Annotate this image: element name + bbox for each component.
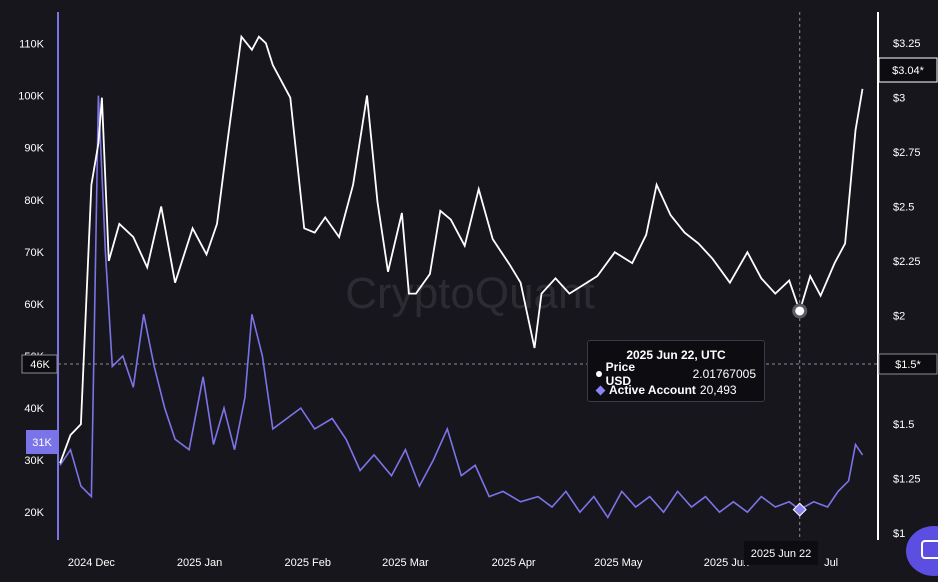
- chat-icon: [921, 540, 938, 559]
- left-axis-tick: 110K: [19, 39, 45, 51]
- right-axis-tick: $1.25: [893, 474, 921, 486]
- left-axis-tick: 20K: [24, 507, 44, 519]
- x-axis-tick: 2025 Feb: [284, 557, 330, 569]
- price-usd-line: [59, 34, 864, 464]
- right-axis-tick: $3: [893, 93, 905, 105]
- tooltip-row-price: Price USD 2.01767005: [596, 360, 756, 388]
- x-axis-tick: 2025 Mar: [382, 557, 429, 569]
- x-axis-tick: 2025 Apr: [492, 557, 536, 569]
- left-axis-tick: 30K: [24, 455, 44, 467]
- account-last-label: 31K: [32, 437, 52, 449]
- x-axis-tick: 2025 Jan: [177, 557, 222, 569]
- price-last-label: $3.04*: [892, 65, 925, 77]
- tooltip-row-account: Active Account 20,493: [595, 382, 756, 398]
- right-axis-tick: $1: [893, 528, 905, 540]
- right-axis-tick: $2.25: [893, 256, 921, 268]
- left-axis-tick: 100K: [18, 91, 44, 103]
- tooltip-value: 2.01767005: [692, 367, 756, 381]
- active-account-line: [59, 95, 864, 519]
- crosshair-date-label: 2025 Jun 22: [751, 548, 812, 560]
- watermark: CryptoQuant: [345, 269, 594, 318]
- price-marker: [792, 303, 808, 319]
- x-axis-tick: Jul: [824, 557, 838, 569]
- crosshair-left-label: 46K: [30, 359, 50, 371]
- account-diamond-icon: [595, 385, 606, 395]
- left-axis-tick: 80K: [24, 195, 44, 207]
- right-axis-tick: $2.5: [893, 201, 914, 213]
- right-axis-tick: $2: [893, 310, 905, 322]
- left-axis-tick: 90K: [24, 143, 44, 155]
- x-axis-tick: 2025 May: [594, 557, 643, 569]
- tooltip-value: 20,493: [699, 383, 737, 397]
- price-dot-icon: [596, 371, 602, 377]
- tooltip-label: Price USD: [605, 360, 636, 388]
- tooltip: 2025 Jun 22, UTC Price USD 2.01767005 Ac…: [587, 340, 765, 402]
- account-marker: [792, 502, 807, 517]
- tooltip-title: 2025 Jun 22, UTC: [626, 348, 726, 362]
- crosshair-right-label: $1.5*: [895, 359, 921, 371]
- right-axis-tick: $3.25: [893, 38, 921, 50]
- x-axis-tick: 2024 Dec: [68, 557, 116, 569]
- left-axis-tick: 70K: [24, 247, 44, 259]
- right-axis-tick: $1.5: [893, 419, 914, 431]
- tooltip-label: Active Account: [609, 383, 696, 397]
- x-axis-tick: 2025 Jun: [704, 557, 749, 569]
- left-axis-tick: 60K: [24, 299, 44, 311]
- right-axis-tick: $2.75: [893, 147, 921, 159]
- left-axis-tick: 40K: [24, 403, 44, 415]
